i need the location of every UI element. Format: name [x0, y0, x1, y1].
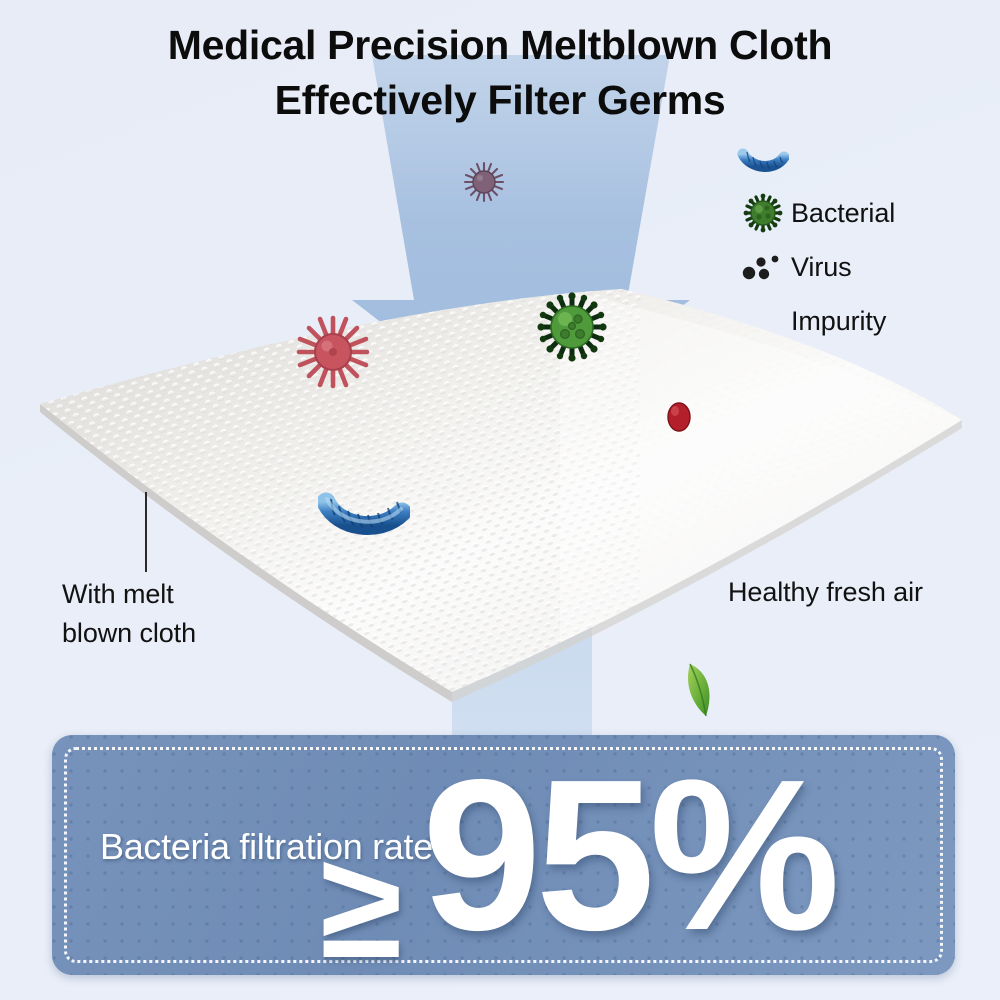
- legend-label-bacterial: Bacterial: [791, 197, 896, 228]
- cloth-leader-line: [145, 492, 147, 572]
- banner-value: 95%: [422, 735, 840, 975]
- banner-comparator: ≥: [320, 821, 403, 975]
- banner-caption: Bacteria filtration rate: [100, 826, 433, 867]
- legend-item-bacterial: Bacterial: [735, 186, 985, 240]
- legend-item-impurity: Impurity: [735, 294, 985, 348]
- leaf-green-icon: [678, 658, 724, 720]
- callout-meltblown-cloth: With melt blown cloth: [62, 575, 292, 653]
- virus-purple-icon: [463, 161, 505, 203]
- bacteria-blue-rod-icon: [316, 488, 412, 538]
- cloth-edge-shadow-right: [452, 420, 962, 702]
- callout-meltblown-line-2: blown cloth: [62, 618, 196, 649]
- banner-content: Bacteria filtration rate ≥ 95%: [52, 735, 955, 975]
- bacteria-spiky-icon: [735, 191, 791, 235]
- title-line-2: Effectively Filter Germs: [274, 76, 726, 123]
- germ-legend: Bacterial Virus Impurity: [735, 132, 985, 348]
- callout-meltblown-line-1: With melt: [62, 579, 174, 609]
- poster-title: Medical Precision Meltblown Cloth Effect…: [0, 18, 1000, 128]
- virus-red-spiky-icon: [294, 313, 372, 391]
- legend-item-rod: [735, 132, 985, 186]
- bacteria-rod-icon: [735, 145, 791, 173]
- virus-dots-icon: [735, 252, 791, 282]
- bacteria-green-icon: [533, 288, 611, 366]
- legend-item-virus: Virus: [735, 240, 985, 294]
- title-line-1: Medical Precision Meltblown Cloth: [167, 22, 833, 68]
- filtration-rate-banner: Bacteria filtration rate ≥ 95%: [52, 735, 955, 975]
- legend-label-impurity: Impurity: [791, 305, 887, 336]
- callout-healthy-fresh-air: Healthy fresh air: [728, 577, 923, 607]
- cloth-edge-shadow: [40, 404, 452, 702]
- impurity-red-dot-icon: [664, 398, 694, 436]
- legend-label-virus: Virus: [791, 251, 852, 282]
